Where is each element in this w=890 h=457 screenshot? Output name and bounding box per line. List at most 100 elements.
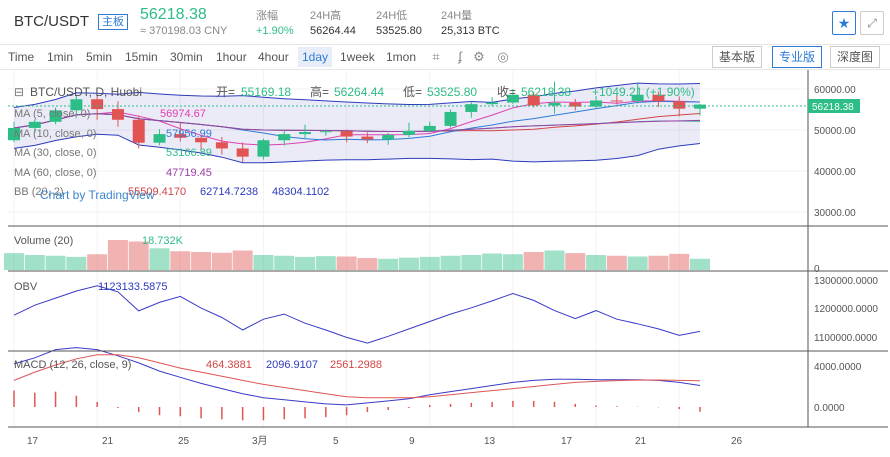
- screenshot-icon[interactable]: ◎: [497, 49, 509, 64]
- candle-body: [673, 101, 686, 109]
- macd-line: [13, 347, 701, 406]
- volume-bar: [128, 241, 149, 270]
- candle-body: [91, 99, 104, 110]
- ma60-line: [13, 113, 701, 132]
- fullscreen-icon[interactable]: ⤢: [860, 11, 884, 35]
- legend-high-value: 56264.44: [334, 85, 384, 99]
- last-price-tag-text: 56218.38: [812, 102, 854, 113]
- legend-close-value: 56218.38: [521, 85, 571, 99]
- stat-label-low: 24H低: [376, 10, 408, 22]
- price-tick: 50000.00: [814, 126, 856, 137]
- volume-bar: [170, 251, 191, 270]
- candle-body: [527, 94, 540, 106]
- volume-bar: [87, 254, 108, 270]
- time-tick: 21: [102, 436, 114, 447]
- pair-title: BTC/USDT: [14, 13, 89, 30]
- volume-bar: [191, 252, 212, 270]
- volume-bar: [565, 253, 586, 270]
- star-icon[interactable]: ★: [832, 11, 856, 35]
- candle-body: [195, 137, 208, 143]
- candle-body: [444, 111, 457, 126]
- volume-bar: [482, 253, 503, 270]
- board-tag: 主板: [98, 14, 128, 30]
- candlesticks: [8, 81, 706, 162]
- interval-4hour[interactable]: 4hour: [258, 50, 289, 64]
- candle-type-icon[interactable]: ⌗: [432, 49, 440, 64]
- interval-1day[interactable]: 1day: [298, 47, 333, 67]
- volume-bar: [357, 258, 378, 270]
- candle-body: [506, 94, 519, 103]
- interval-time[interactable]: Time: [8, 50, 35, 64]
- ma30-label: MA (30, close, 0): [14, 147, 97, 159]
- legend-low-value: 53525.80: [427, 85, 477, 99]
- candle-body: [548, 102, 561, 106]
- interval-5min[interactable]: 5min: [86, 50, 113, 64]
- volume-bar: [253, 255, 274, 270]
- interval-30min[interactable]: 30min: [170, 50, 203, 64]
- volume-bar: [107, 240, 128, 270]
- bb-lower-value: 48304.1102: [272, 186, 329, 198]
- last-price-tag: [808, 99, 860, 113]
- candle-body: [132, 119, 145, 143]
- candle-body: [111, 109, 124, 120]
- candle-body: [610, 100, 623, 102]
- candle-body: [174, 134, 187, 138]
- volume-bar: [419, 256, 440, 270]
- volume-bar: [274, 255, 295, 270]
- legend-change: +1049.21 (+1.90%): [592, 85, 695, 99]
- candle-body: [569, 102, 582, 107]
- indicator-icon[interactable]: ʄ: [458, 49, 462, 64]
- view-depth-button[interactable]: 深度图: [830, 46, 881, 68]
- bb-label: BB (20, 2): [14, 186, 64, 198]
- time-axis: 17 21 25 3月 5 9 13 17 21 26: [27, 435, 743, 447]
- cny-price: ≈ 370198.03 CNY: [140, 25, 228, 37]
- candle-body: [423, 125, 436, 131]
- view-basic-button[interactable]: 基本版: [712, 46, 763, 68]
- volume-value: 18.732K: [142, 235, 184, 247]
- volume-bar: [523, 252, 544, 270]
- candle-body: [8, 127, 20, 141]
- legend-close-key: 收=: [497, 85, 516, 99]
- candle-body: [215, 142, 228, 149]
- interval-1mon[interactable]: 1mon: [386, 50, 417, 64]
- volume-bar: [669, 253, 690, 270]
- time-tick: 13: [484, 436, 496, 447]
- volume-bar: [232, 250, 253, 270]
- settings-icon[interactable]: ⚙: [473, 49, 485, 64]
- volume-bar: [586, 255, 607, 270]
- macd-tick: 4000.0000: [814, 362, 862, 373]
- candle-body: [631, 94, 644, 101]
- candle-body: [299, 132, 312, 135]
- view-pro-button[interactable]: 专业版: [772, 46, 823, 68]
- bb-upper: [13, 82, 701, 108]
- bb-upper-value: 62714.7238: [200, 186, 258, 198]
- legend-open-value: 55169.18: [241, 85, 291, 99]
- volume-bar: [149, 248, 170, 270]
- volume-bar: [295, 256, 316, 270]
- volume-bar: [24, 255, 45, 270]
- macd-signal-line: [13, 354, 701, 399]
- candle-body: [465, 104, 478, 112]
- stat-label-high: 24H高: [310, 10, 342, 22]
- interval-15min[interactable]: 15min: [125, 50, 158, 64]
- ma10-value: 57956.99: [166, 128, 212, 140]
- candle-body: [382, 134, 395, 140]
- interval-1hour[interactable]: 1hour: [216, 50, 247, 64]
- volume-label: Volume (20): [14, 235, 73, 247]
- ma5-value: 56974.67: [160, 108, 206, 120]
- volume-bars: [4, 240, 710, 270]
- candle-body: [28, 121, 41, 128]
- obv-value: 1123133.5875: [98, 281, 168, 293]
- stat-label-change: 涨幅: [256, 10, 278, 22]
- interval-1min[interactable]: 1min: [47, 50, 74, 64]
- volume-bar: [690, 258, 710, 270]
- obv-series: [13, 285, 701, 344]
- ma5-label: MA (5, close, 0): [14, 108, 90, 120]
- ma10-label: MA (10, close, 0): [14, 128, 97, 140]
- chart-toolbar: Time 1min 5min 15min 30min 1hour 4hour 1…: [0, 45, 890, 70]
- macd-tick: 0.0000: [814, 403, 845, 414]
- volume-bar: [66, 256, 87, 270]
- volume-bar: [502, 254, 523, 270]
- interval-1week[interactable]: 1week: [340, 50, 375, 64]
